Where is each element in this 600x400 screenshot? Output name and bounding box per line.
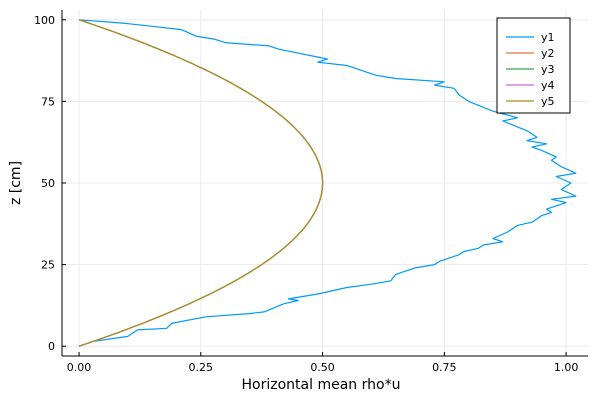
y-tick-label: 100 bbox=[34, 14, 55, 27]
x-tick-label: 0.25 bbox=[189, 361, 214, 374]
x-tick-label: 1.00 bbox=[554, 361, 579, 374]
y-tick-label: 25 bbox=[41, 259, 55, 272]
y-tick-label: 75 bbox=[41, 95, 55, 108]
series-line-y5 bbox=[78, 19, 324, 347]
x-tick-label: 0.00 bbox=[67, 361, 92, 374]
legend-label-y2: y2 bbox=[541, 47, 555, 60]
x-tick-label: 0.50 bbox=[310, 361, 335, 374]
x-tick-label: 0.75 bbox=[432, 361, 457, 374]
y-tick-label: 0 bbox=[48, 340, 55, 353]
tick-labels: 0.00 0.25 0.50 0.75 1.00 0 25 50 75 100 bbox=[34, 14, 578, 374]
y-tick-label: 50 bbox=[41, 177, 55, 190]
legend-label-y1: y1 bbox=[541, 31, 555, 44]
legend-label-y4: y4 bbox=[541, 79, 555, 92]
legend-box bbox=[496, 17, 571, 114]
series-line-y1 bbox=[78, 19, 577, 347]
y-axis-label: z [cm] bbox=[8, 161, 24, 205]
legend-label-y5: y5 bbox=[541, 95, 555, 108]
legend: y1 y2 y3 y4 y5 bbox=[496, 17, 571, 114]
legend-label-y3: y3 bbox=[541, 63, 555, 76]
x-axis-label: Horizontal mean rho*u bbox=[242, 377, 401, 393]
series-lines bbox=[78, 19, 577, 347]
